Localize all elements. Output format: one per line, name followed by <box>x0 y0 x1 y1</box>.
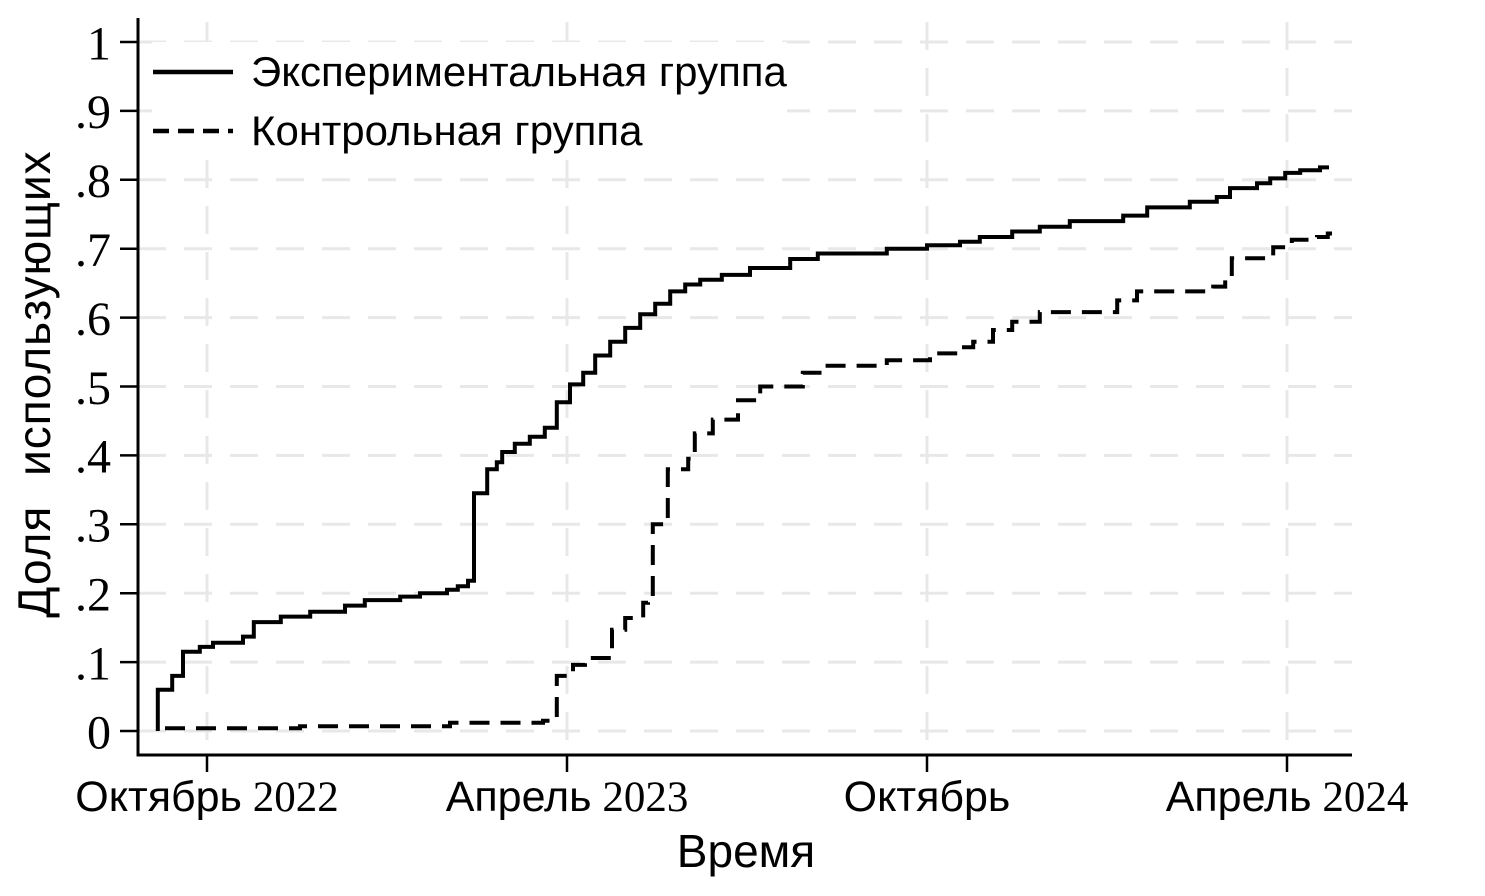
y-tick-label: .6 <box>75 293 111 346</box>
y-tick-label: .1 <box>75 637 111 690</box>
series-control-curve <box>165 231 1332 731</box>
y-tick-label: 0 <box>87 706 111 759</box>
legend-item-control: Контрольная группа <box>152 101 787 160</box>
legend-label-control: Контрольная группа <box>251 106 643 154</box>
y-axis-title: Доля использующих <box>8 150 60 618</box>
x-tick-label: Октябрь 2022 <box>75 773 338 821</box>
y-tick-label: .2 <box>75 568 111 621</box>
y-tick-label: .3 <box>75 500 111 553</box>
dashed-line-sample <box>153 128 233 133</box>
x-tick-label: Октябрь <box>844 773 1011 821</box>
y-tick-label: .4 <box>75 431 111 484</box>
y-tick-label: .9 <box>75 86 111 139</box>
y-tick-label: .8 <box>75 155 111 208</box>
solid-line-sample <box>153 69 233 74</box>
y-tick-label: 1 <box>87 17 111 70</box>
legend-label-experimental: Экспериментальная группа <box>251 47 787 95</box>
x-tick-label: Апрель 2024 <box>1166 773 1409 821</box>
series-experimental-curve <box>155 165 1329 731</box>
y-tick-label: .5 <box>75 362 111 415</box>
x-tick-label: Апрель 2023 <box>446 773 689 821</box>
legend-item-experimental: Экспериментальная группа <box>152 42 787 101</box>
x-axis-title: Время <box>676 825 816 877</box>
legend: Экспериментальная группа Контрольная гру… <box>152 42 787 160</box>
y-tick-label: .7 <box>75 224 111 277</box>
